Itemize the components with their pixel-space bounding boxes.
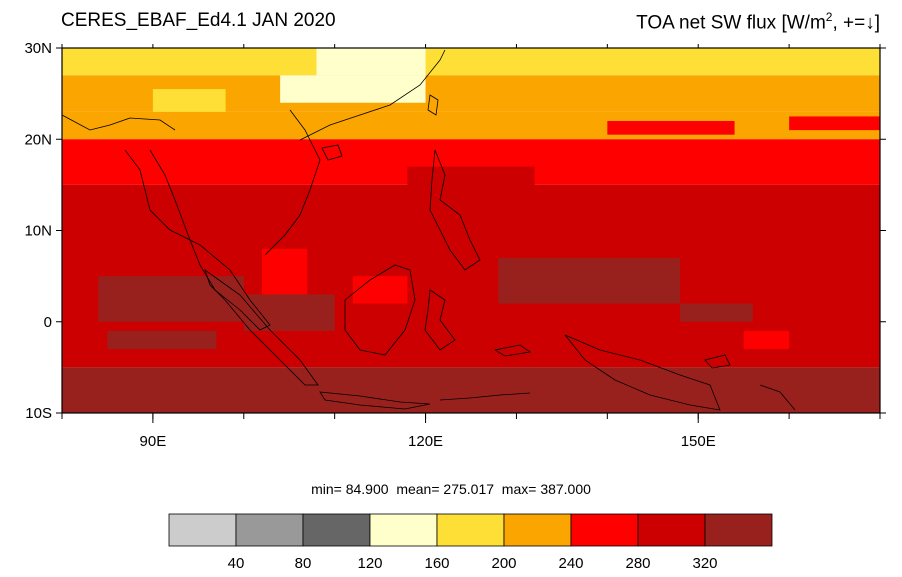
flux-cell-7 — [498, 257, 681, 304]
variable-title: TOA net SW flux [W/m2, +=↓] — [636, 10, 880, 34]
map-title: CERES_EBAF_Ed4.1 JAN 2020 — [61, 10, 336, 31]
coastline-india — [61, 114, 176, 131]
flux-cell-2 — [280, 75, 426, 103]
colorbar-label-3: 160 — [424, 555, 449, 572]
flux-cell-11 — [743, 330, 790, 350]
coastline-hainan — [321, 144, 343, 161]
lon-tick-label-0: 90E — [140, 433, 167, 450]
colorbar-swatch-3 — [369, 513, 438, 547]
colorbar-label-5: 240 — [558, 555, 583, 572]
colorbar-swatch-2 — [302, 513, 371, 547]
flux-cell-0 — [152, 89, 226, 112]
flux-cell-6 — [243, 294, 335, 331]
variable-title-suffix: , +=↓] — [832, 12, 880, 34]
coastline-layer — [61, 49, 796, 411]
colorbar-label-0: 40 — [228, 555, 245, 572]
colorbar-swatch-4 — [436, 513, 505, 547]
colorbar-swatch-1 — [235, 513, 304, 547]
variable-title-exponent: 2 — [825, 10, 833, 24]
flux-cell-8 — [680, 303, 753, 322]
coastline-sulawesi — [424, 289, 456, 351]
colorbar-swatch-5 — [503, 513, 572, 547]
stats-mean-label: mean= — [396, 481, 440, 497]
stats-max-value: 387.000 — [540, 481, 591, 497]
colorbar-label-1: 80 — [295, 555, 312, 572]
colorbar-label-6: 280 — [625, 555, 650, 572]
coastline-islands — [439, 344, 796, 411]
stats-min-value: 84.900 — [345, 481, 389, 497]
map-axes: 30N 20N 10N 0 10S 90E 120E 150E — [24, 40, 886, 450]
colorbar: 40 80 120 160 200 240 280 320 — [168, 513, 773, 572]
colorbar-swatch-6 — [570, 513, 639, 547]
colorbar-label-4: 200 — [491, 555, 516, 572]
lon-tick-label-2: 150E — [681, 433, 716, 450]
coastline-philippines — [429, 149, 481, 271]
stats-mean-value: 275.017 — [443, 481, 495, 497]
stats-line: min= 84.900 mean= 275.017 max= 387.000 — [0, 481, 902, 497]
flux-cell-9 — [352, 276, 408, 304]
flux-cell-13 — [198, 157, 308, 176]
colorbar-label-2: 120 — [357, 555, 382, 572]
flux-band-2 — [62, 111, 880, 140]
map-fill-layer — [62, 48, 880, 413]
stats-min-label: min= — [311, 481, 342, 497]
lat-tick-label-0: 30N — [24, 40, 52, 57]
coastline-taiwan — [427, 94, 439, 116]
flux-cell-3 — [361, 48, 426, 58]
flux-cell-5 — [107, 330, 217, 350]
flux-cell-15 — [789, 116, 880, 131]
colorbar-swatch-0 — [168, 513, 237, 547]
coastline-china — [299, 49, 446, 141]
colorbar-label-7: 320 — [692, 555, 717, 572]
coastline-java — [319, 391, 431, 410]
flux-cell-12 — [407, 166, 535, 194]
flux-cell-10 — [261, 248, 308, 295]
variable-title-prefix: TOA net SW flux [W/m — [636, 12, 826, 34]
flux-cell-14 — [607, 121, 735, 135]
coastline-borneo — [344, 264, 416, 356]
lat-tick-label-2: 10N — [24, 223, 52, 240]
coastline-indochina — [124, 149, 271, 331]
colorbar-swatch-8 — [704, 513, 773, 547]
stats-max-label: max= — [501, 481, 537, 497]
lat-tick-label-1: 20N — [24, 131, 52, 148]
flux-band-0 — [62, 48, 880, 76]
flux-cell-4 — [98, 276, 244, 322]
coastline-new-guinea — [564, 334, 721, 411]
lon-tick-label-1: 120E — [408, 433, 443, 450]
coastline-vietnam — [264, 109, 321, 256]
lat-tick-label-3: 0 — [44, 314, 52, 331]
flux-band-5 — [62, 367, 880, 413]
lat-tick-label-4: 10S — [25, 405, 52, 422]
colorbar-swatch-7 — [637, 513, 706, 547]
coastline-sumatra — [204, 268, 319, 386]
